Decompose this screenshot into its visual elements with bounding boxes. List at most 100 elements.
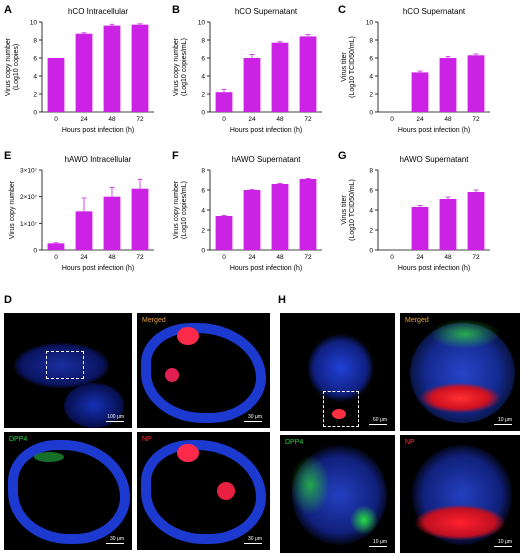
chart-title: hAWO Intracellular	[65, 155, 132, 164]
bar	[103, 25, 121, 113]
panel-letter-e: E	[4, 150, 12, 162]
tissue-ring	[8, 440, 130, 544]
y-tick-label: 2	[369, 228, 373, 235]
np-signal	[177, 444, 199, 462]
zoom-box	[46, 351, 84, 379]
chart-title: hAWO Supernatant	[231, 155, 301, 164]
x-axis-label: Hours post infection (h)	[230, 127, 302, 134]
y-axis-label: Virus titer	[341, 52, 348, 82]
x-tick-label: 0	[54, 116, 58, 123]
scale-bar	[244, 421, 262, 422]
y-tick-label: 2	[201, 92, 205, 99]
y-tick-label: 10	[366, 20, 374, 27]
channel-label: Merged	[405, 317, 429, 324]
x-tick-label: 0	[390, 116, 394, 123]
micrograph-d-merged: Merged 30 μm	[137, 313, 270, 428]
x-axis-label: Hours post infection (h)	[398, 265, 470, 272]
panel-letter-d: D	[4, 294, 12, 306]
channel-label: DPP4	[9, 436, 28, 443]
chart-title: hCO Supernatant	[235, 7, 298, 16]
y-axis-label: Virus copy number	[173, 180, 180, 239]
y-tick-label: 10	[198, 20, 206, 27]
micrograph-d-overview: 100 μm	[4, 313, 132, 428]
np-signal	[165, 368, 179, 382]
scale-bar	[106, 543, 124, 544]
y-tick-label: 6	[201, 56, 205, 63]
y-tick-label: 0	[369, 248, 373, 255]
y-tick-label: 2	[201, 228, 205, 235]
x-tick-label: 24	[416, 254, 424, 261]
x-tick-label: 48	[444, 116, 452, 123]
chart-title: hCO Intracellular	[68, 7, 128, 16]
y-axis-label: (Log10 TCID50/mL)	[349, 179, 356, 241]
y-axis-label: (Log10 copies/mL)	[181, 38, 188, 96]
bar	[467, 55, 485, 112]
np-signal	[332, 409, 346, 419]
x-tick-label: 48	[108, 254, 116, 261]
bar	[271, 42, 289, 113]
bar	[411, 72, 429, 112]
scale-bar	[494, 546, 512, 547]
y-tick-label: 0	[201, 248, 205, 255]
panel-letter-f: F	[172, 150, 179, 162]
bar	[215, 92, 233, 112]
panel-letter-h: H	[278, 294, 286, 306]
micrograph-h-dpp4: DPP4 10 μm	[280, 435, 395, 553]
scale-bar-label: 10 μm	[498, 539, 512, 545]
y-tick-label: 8	[369, 168, 373, 175]
panel-letter-b: B	[172, 4, 180, 16]
y-tick-label: 2	[33, 92, 37, 99]
channel-label: DPP4	[285, 439, 304, 446]
bar	[411, 207, 429, 250]
y-tick-label: 4	[201, 208, 205, 215]
y-tick-label: 10	[30, 20, 38, 27]
x-tick-label: 48	[108, 116, 116, 123]
x-tick-label: 72	[472, 116, 480, 123]
y-tick-label: 8	[201, 168, 205, 175]
scale-bar-label: 10 μm	[373, 539, 387, 545]
tissue-blob	[14, 343, 109, 388]
scale-bar	[369, 546, 387, 547]
y-tick-label: 0	[369, 110, 373, 117]
tissue-blob	[64, 383, 124, 428]
x-axis-label: Hours post infection (h)	[62, 265, 134, 272]
dpp4-signal	[350, 505, 378, 535]
bar	[215, 216, 233, 250]
panel-letter-a: A	[4, 4, 12, 16]
x-tick-label: 0	[222, 116, 226, 123]
bar	[439, 58, 457, 112]
y-tick-label: 6	[369, 56, 373, 63]
y-tick-label: 6	[369, 188, 373, 195]
y-axis-label: (Log10 copies/mL)	[181, 181, 188, 239]
y-tick-label: 3×10⁷	[20, 168, 38, 175]
bar	[467, 192, 485, 250]
bar	[299, 36, 317, 112]
y-tick-label: 4	[33, 74, 37, 81]
tissue-ring	[141, 440, 266, 544]
y-tick-label: 8	[201, 38, 205, 45]
x-tick-label: 24	[80, 254, 88, 261]
x-tick-label: 48	[444, 254, 452, 261]
y-tick-label: 0	[33, 248, 37, 255]
y-axis-label: Virus titer	[341, 195, 348, 225]
x-tick-label: 24	[248, 116, 256, 123]
bar	[271, 184, 289, 250]
x-tick-label: 72	[136, 254, 144, 261]
y-axis-label: (Log10 copies)	[13, 44, 20, 90]
x-tick-label: 24	[80, 116, 88, 123]
np-signal	[177, 327, 199, 345]
y-axis-label: Virus copy number	[173, 37, 180, 96]
scale-bar-label: 30 μm	[248, 414, 262, 420]
scale-bar-label: 10 μm	[498, 417, 512, 423]
tissue-ring	[141, 323, 266, 423]
y-tick-label: 8	[369, 38, 373, 45]
dpp4-signal	[290, 455, 330, 515]
x-tick-label: 0	[54, 254, 58, 261]
y-axis-label: Virus copy number	[5, 37, 12, 96]
dpp4-signal	[430, 319, 500, 349]
scale-bar	[494, 424, 512, 425]
panel-letter-c: C	[338, 4, 346, 16]
panel-letter-g: G	[338, 150, 347, 162]
x-tick-label: 72	[472, 254, 480, 261]
bar	[439, 199, 457, 250]
